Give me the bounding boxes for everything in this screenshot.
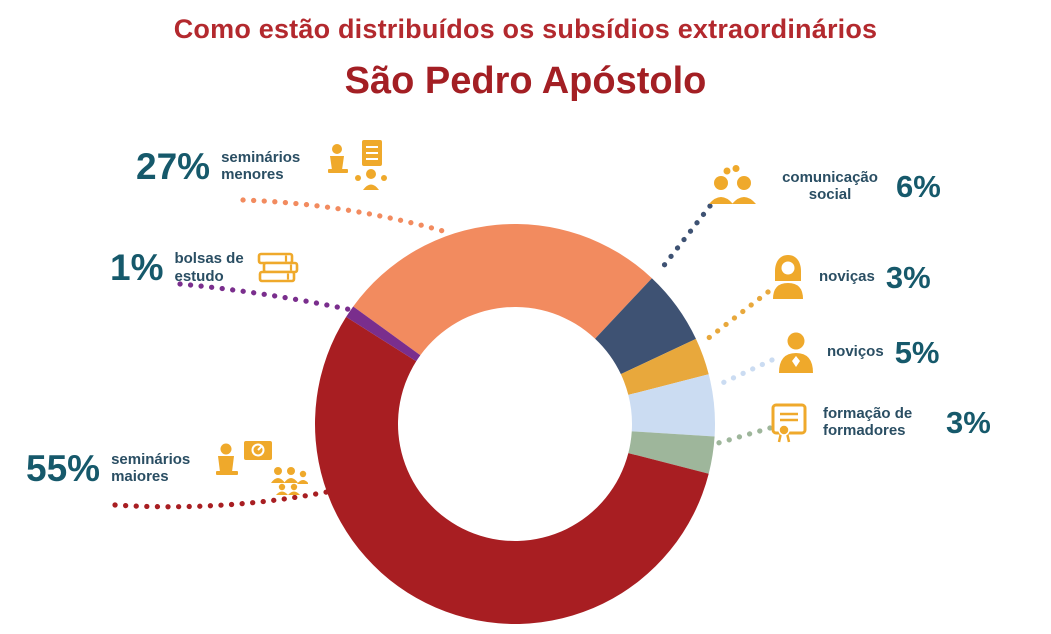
callout-comunicacao-social: comunicação social 6%: [706, 165, 941, 207]
percent-novicas: 3%: [885, 259, 931, 295]
donut-segment-seminarios-maiores: [314, 316, 709, 625]
leader-line-novicas: [703, 289, 771, 343]
callout-bolsas-de-estudo: 1% bolsas de estudo: [110, 249, 299, 286]
people-group-icon: [706, 165, 764, 207]
callout-seminarios-maiores: 55% seminários maiores: [26, 441, 309, 495]
donut-segment-formacao-de-formadores: [628, 431, 715, 474]
leader-line-novicos: [715, 357, 775, 388]
books-icon: [257, 252, 299, 284]
percent-seminarios-menores: 27%: [136, 145, 211, 187]
callout-seminarios-menores: 27% seminários menores: [136, 140, 388, 192]
percent-formacao-de-formadores: 3%: [946, 404, 991, 440]
callout-novicos: noviços 5%: [776, 330, 940, 374]
callout-novicas: noviças 3%: [768, 254, 931, 300]
leader-line-seminarios-menores: [240, 197, 453, 236]
percent-novicos: 5%: [894, 334, 940, 370]
label-comunicacao-social: comunicação social: [782, 168, 878, 203]
label-bolsas-de-estudo: bolsas de estudo: [174, 250, 244, 285]
lecturer-and-document-icon: [324, 140, 388, 192]
label-novicas: noviças: [819, 268, 875, 286]
percent-bolsas-de-estudo: 1%: [110, 247, 164, 288]
donut-segment-seminarios-menores: [353, 224, 652, 356]
veiled-novice-icon: [768, 254, 808, 300]
donut-segment-comunicacao-social: [595, 278, 696, 375]
page-subtitle: São Pedro Apóstolo: [344, 60, 707, 102]
leader-line-bolsas-de-estudo: [177, 281, 355, 313]
leader-line-comunicacao-social: [659, 203, 713, 271]
label-novicos: noviços: [827, 343, 884, 361]
lecturer-screen-audience-icon: [214, 441, 309, 495]
label-seminarios-maiores: seminários maiores: [111, 450, 191, 485]
callout-formacao-de-formadores: formação de formadores 3%: [770, 400, 991, 444]
label-seminarios-menores: seminários menores: [221, 148, 301, 183]
certificate-icon: [770, 400, 812, 444]
donut-segment-novicos: [628, 374, 715, 437]
leader-line-formacao-de-formadores: [705, 425, 773, 449]
label-formacao-de-formadores: formação de formadores: [823, 404, 913, 439]
percent-seminarios-maiores: 55%: [26, 447, 101, 489]
leader-line-seminarios-maiores: [112, 488, 335, 510]
donut-segment-novicas: [620, 338, 709, 395]
novice-bust-icon: [776, 330, 816, 374]
percent-comunicacao-social: 6%: [896, 168, 941, 204]
page-title: Como estão distribuídos os subsídios ext…: [173, 14, 878, 44]
donut-segment-bolsas-de-estudo: [346, 306, 421, 362]
